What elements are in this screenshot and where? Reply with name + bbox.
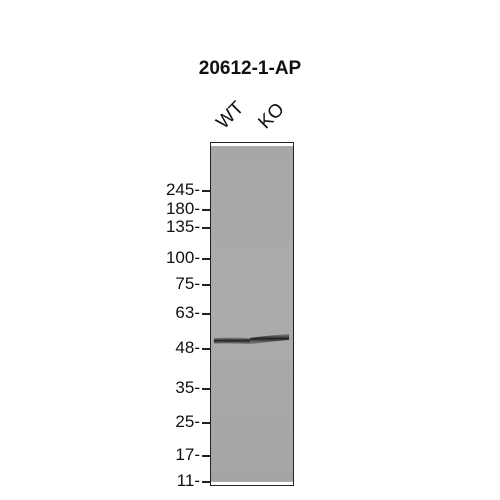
marker-label-63: 63- — [175, 303, 200, 322]
marker-label-75: 75- — [175, 274, 200, 293]
antibody-title: 20612-1-AP — [198, 58, 302, 79]
marker-tick-48 — [202, 348, 210, 350]
band-ko — [250, 334, 290, 345]
marker-tick-75 — [202, 284, 210, 286]
marker-tick-180 — [202, 209, 210, 211]
band-wt — [213, 337, 251, 345]
marker-tick-245 — [202, 190, 210, 192]
marker-tick-17 — [202, 455, 210, 457]
marker-label-35: 35- — [175, 378, 200, 397]
marker-tick-135 — [202, 227, 210, 229]
marker-label-48: 48- — [175, 338, 200, 357]
marker-tick-25 — [202, 422, 210, 424]
marker-label-245: 245- — [165, 180, 200, 199]
marker-tick-35 — [202, 388, 210, 390]
blot-membrane — [210, 142, 294, 486]
lane-label-ko: KO — [254, 99, 289, 134]
membrane-background — [211, 146, 293, 482]
marker-label-135: 135- — [165, 217, 200, 236]
marker-label-17: 17- — [175, 445, 200, 464]
marker-tick-100 — [202, 258, 210, 260]
marker-label-11: 11- — [176, 471, 200, 490]
lane-label-wt: WT — [212, 97, 249, 134]
marker-label-100: 100- — [165, 248, 200, 267]
marker-label-25: 25- — [175, 412, 200, 431]
marker-tick-11 — [202, 481, 210, 483]
marker-label-180: 180- — [165, 199, 200, 218]
marker-tick-63 — [202, 313, 210, 315]
